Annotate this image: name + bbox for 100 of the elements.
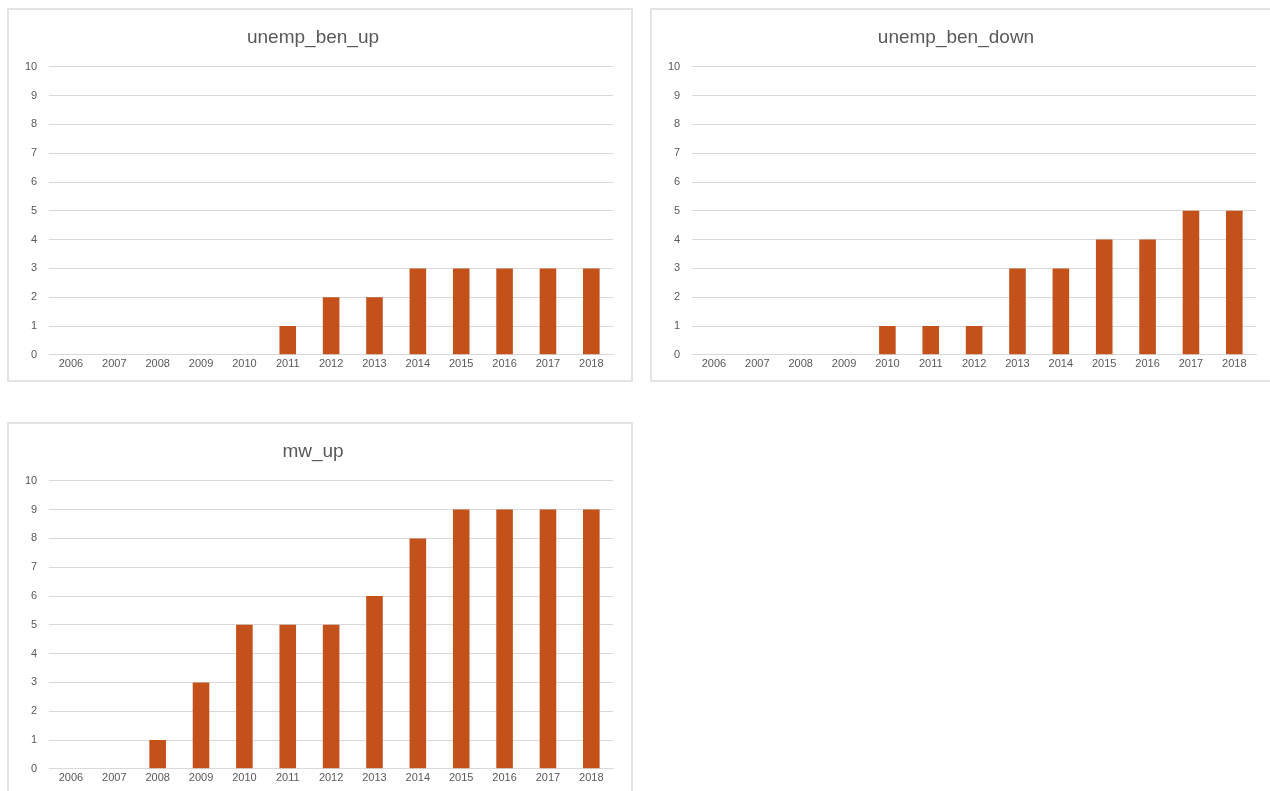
y-tick-label: 2	[31, 290, 38, 303]
x-tick-label: 2012	[318, 357, 344, 370]
bar	[149, 740, 166, 769]
x-tick-label: 2014	[405, 771, 431, 784]
y-tick-label: 0	[31, 761, 38, 774]
x-tick-label: 2014	[405, 357, 431, 370]
bar	[409, 268, 427, 355]
bar	[236, 624, 253, 769]
y-tick-label: 2	[674, 290, 681, 303]
x-tick-label: 2006	[58, 771, 84, 784]
y-tick-label: 7	[31, 146, 38, 159]
x-tick-label: 2012	[961, 357, 987, 370]
x-tick-label: 2013	[1005, 357, 1030, 370]
x-tick-label: 2009	[188, 357, 214, 370]
bar	[539, 509, 557, 769]
y-tick-label: 0	[31, 347, 38, 360]
y-tick-label: 2	[31, 704, 38, 717]
x-tick-label: 2018	[579, 357, 604, 370]
bar	[409, 538, 427, 769]
x-tick-label: 2007	[102, 771, 127, 784]
bar	[192, 682, 210, 769]
y-tick-label: 1	[31, 319, 38, 332]
x-tick-label: 2011	[918, 357, 943, 370]
x-tick-label: 2010	[875, 357, 900, 370]
x-tick-label: 2016	[492, 357, 517, 370]
bar	[583, 268, 600, 355]
x-tick-label: 2017	[535, 771, 561, 784]
chart-title: unemp_ben_up	[246, 25, 380, 48]
x-tick-label: 2008	[788, 357, 813, 370]
x-tick-label: 2010	[232, 357, 257, 370]
bar	[322, 624, 340, 769]
x-tick-label: 2011	[275, 771, 300, 784]
x-tick-label: 2010	[232, 771, 257, 784]
x-tick-label: 2006	[58, 357, 84, 370]
bar	[1095, 239, 1113, 355]
x-tick-label: 2008	[145, 771, 170, 784]
y-tick-label: 9	[674, 88, 681, 101]
x-tick-label: 2017	[1178, 357, 1204, 370]
x-tick-label: 2007	[102, 357, 127, 370]
y-tick-label: 3	[31, 261, 38, 274]
bar	[496, 268, 513, 355]
x-tick-label: 2015	[448, 771, 474, 784]
y-tick-label: 4	[31, 232, 38, 245]
bar	[539, 268, 557, 355]
y-tick-label: 7	[31, 560, 38, 573]
bar	[922, 326, 940, 355]
y-tick-label: 5	[31, 617, 38, 630]
x-tick-label: 2017	[535, 357, 561, 370]
y-tick-label: 10	[667, 59, 681, 72]
y-tick-label: 3	[31, 675, 38, 688]
y-tick-label: 3	[674, 261, 681, 274]
y-tick-label: 4	[674, 232, 681, 245]
bar	[496, 509, 513, 769]
y-tick-label: 10	[24, 59, 38, 72]
y-tick-label: 0	[674, 347, 681, 360]
bar	[1052, 268, 1070, 355]
x-tick-label: 2016	[492, 771, 517, 784]
x-tick-label: 2007	[745, 357, 770, 370]
x-tick-label: 2009	[831, 357, 857, 370]
bar	[452, 268, 470, 355]
bar	[879, 326, 896, 355]
x-tick-label: 2015	[1091, 357, 1117, 370]
y-tick-label: 7	[674, 146, 681, 159]
x-tick-label: 2013	[362, 357, 387, 370]
bar	[366, 596, 383, 769]
y-tick-label: 8	[31, 117, 38, 130]
bar	[965, 326, 983, 355]
x-tick-label: 2006	[701, 357, 727, 370]
y-tick-label: 6	[31, 589, 38, 602]
bar	[1182, 210, 1200, 355]
y-tick-label: 1	[31, 733, 38, 746]
x-tick-label: 2016	[1135, 357, 1160, 370]
bar	[583, 509, 600, 769]
bar	[452, 509, 470, 769]
y-tick-label: 6	[674, 175, 681, 188]
chart-title: unemp_ben_down	[877, 25, 1035, 48]
x-tick-label: 2013	[362, 771, 387, 784]
y-tick-label: 9	[31, 88, 38, 101]
bar	[1139, 239, 1156, 355]
y-tick-label: 1	[674, 319, 681, 332]
x-tick-label: 2012	[318, 771, 344, 784]
x-tick-label: 2018	[1222, 357, 1247, 370]
x-tick-label: 2018	[579, 771, 604, 784]
y-tick-label: 5	[31, 203, 38, 216]
bar	[1226, 210, 1243, 355]
bar	[279, 624, 297, 769]
x-tick-label: 2014	[1048, 357, 1074, 370]
x-tick-label: 2011	[275, 357, 300, 370]
y-tick-label: 10	[24, 473, 38, 486]
y-tick-label: 8	[31, 531, 38, 544]
y-tick-label: 6	[31, 175, 38, 188]
bar	[322, 297, 340, 355]
x-tick-label: 2008	[145, 357, 170, 370]
chart-title: mw_up	[282, 439, 344, 462]
x-tick-label: 2015	[448, 357, 474, 370]
y-tick-label: 9	[31, 502, 38, 515]
bar	[1009, 268, 1026, 355]
bar	[279, 326, 297, 355]
y-tick-label: 8	[674, 117, 681, 130]
y-tick-label: 5	[674, 203, 681, 216]
